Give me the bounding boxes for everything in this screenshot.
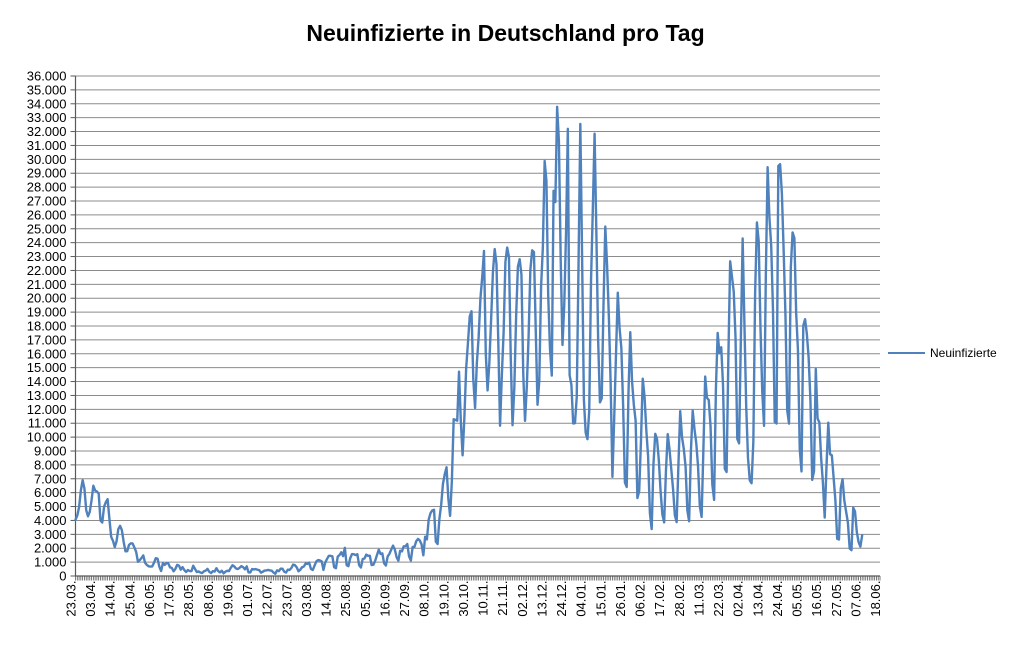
x-axis-label: 24.12. [554, 581, 569, 617]
y-axis-label: 13.000 [27, 388, 67, 403]
chart-title: Neuinfizierte in Deutschland pro Tag [306, 20, 705, 46]
y-axis-label: 14.000 [27, 374, 67, 389]
y-axis-label: 11.000 [28, 416, 67, 431]
y-axis-label: 25.000 [27, 221, 67, 236]
x-axis-label: 16.09. [377, 581, 392, 617]
x-axis-label: 03.04. [83, 581, 98, 617]
y-axis-label: 6.000 [34, 485, 67, 500]
x-axis-label: 02.12. [515, 581, 530, 617]
y-axis-label: 32.000 [27, 124, 67, 139]
x-axis-label: 26.01. [613, 581, 628, 617]
y-axis-label: 22.000 [27, 263, 67, 278]
legend-series-label: Neuinfizierte [930, 346, 997, 360]
y-axis-label: 3.000 [34, 527, 67, 542]
x-axis-label: 19.10. [436, 581, 451, 617]
y-axis-label: 31.000 [27, 138, 67, 153]
x-axis-label: 13.04. [750, 581, 765, 617]
x-axis-label: 19.06. [220, 581, 235, 617]
y-axis-label: 1.000 [34, 555, 67, 570]
y-axis-label: 34.000 [27, 96, 67, 111]
x-axis-label: 02.04. [731, 581, 746, 617]
x-axis-label: 21.11. [495, 581, 510, 616]
y-axis-label: 23.000 [27, 249, 67, 264]
x-axis-label: 28.05. [181, 581, 196, 617]
y-axis-label: 12.000 [27, 402, 67, 417]
y-axis-label: 21.000 [27, 277, 67, 292]
x-axis-label: 07.06. [848, 581, 863, 617]
x-axis-label: 13.12. [534, 581, 549, 617]
x-axis-label: 17.02. [652, 581, 667, 617]
y-axis-label: 5.000 [34, 499, 67, 514]
x-axis-label: 24.04. [770, 581, 785, 617]
x-axis-label: 05.05. [790, 581, 805, 617]
x-axis-label: 06.05. [142, 581, 157, 617]
y-axis-label: 0 [59, 569, 66, 584]
y-axis-label: 33.000 [27, 110, 67, 125]
y-axis-label: 27.000 [27, 194, 67, 209]
y-axis-label: 36.000 [27, 69, 67, 84]
y-axis-label: 9.000 [34, 444, 67, 459]
x-axis-label: 17.05. [162, 581, 177, 617]
x-axis-label: 11.03. [691, 581, 706, 616]
x-axis-label: 12.07. [260, 581, 275, 617]
x-axis-label: 06.02. [633, 581, 648, 617]
y-axis-label: 7.000 [34, 471, 67, 486]
y-axis-label: 18.000 [27, 319, 67, 334]
y-axis-label: 24.000 [27, 235, 67, 250]
x-axis-label: 10.11. [476, 581, 491, 616]
x-axis-label: 27.09. [397, 581, 412, 617]
y-axis-label: 15.000 [27, 360, 67, 375]
x-axis-label: 23.07. [279, 581, 294, 617]
y-axis-label: 28.000 [27, 180, 67, 195]
x-axis-label: 27.05. [829, 581, 844, 617]
series-line-neuinfizierte [74, 105, 864, 575]
x-axis-label: 03.08. [299, 581, 314, 617]
y-axis-label: 19.000 [27, 305, 67, 320]
y-axis-label: 20.000 [27, 291, 67, 306]
x-axis-label: 14.04. [103, 581, 118, 617]
x-axis-label: 08.10. [417, 581, 432, 617]
plot-area: 01.0002.0003.0004.0005.0006.0007.0008.00… [27, 69, 883, 617]
y-axis-label: 17.000 [27, 332, 67, 347]
y-axis-label: 2.000 [34, 541, 67, 556]
y-axis-label: 16.000 [27, 346, 67, 361]
x-axis-label: 14.08. [319, 581, 334, 617]
x-axis-label: 08.06. [201, 581, 216, 617]
x-axis-label: 15.01. [593, 581, 608, 617]
x-axis-label: 18.06. [868, 581, 883, 617]
y-axis-label: 4.000 [34, 513, 67, 528]
x-axis-label: 28.02. [672, 581, 687, 617]
legend-line-swatch [888, 352, 925, 354]
y-axis-label: 8.000 [34, 457, 67, 472]
y-axis-label: 30.000 [27, 152, 67, 167]
x-axis-label: 16.05. [809, 581, 824, 617]
x-axis-label: 30.10. [456, 581, 471, 617]
y-axis-label: 10.000 [27, 430, 67, 445]
y-axis-label: 26.000 [27, 207, 67, 222]
x-axis-label: 22.03. [711, 581, 726, 617]
x-axis-label: 25.04. [122, 581, 137, 617]
y-axis-label: 35.000 [27, 82, 67, 97]
legend: Neuinfizierte [888, 346, 997, 360]
x-axis-label: 04.01. [574, 581, 589, 617]
x-axis-label: 23.03. [64, 581, 79, 617]
x-axis-label: 25.08. [338, 581, 353, 617]
y-axis-label: 29.000 [27, 166, 67, 181]
x-axis-label: 01.07. [240, 581, 255, 617]
x-axis-label: 05.09. [358, 581, 373, 617]
